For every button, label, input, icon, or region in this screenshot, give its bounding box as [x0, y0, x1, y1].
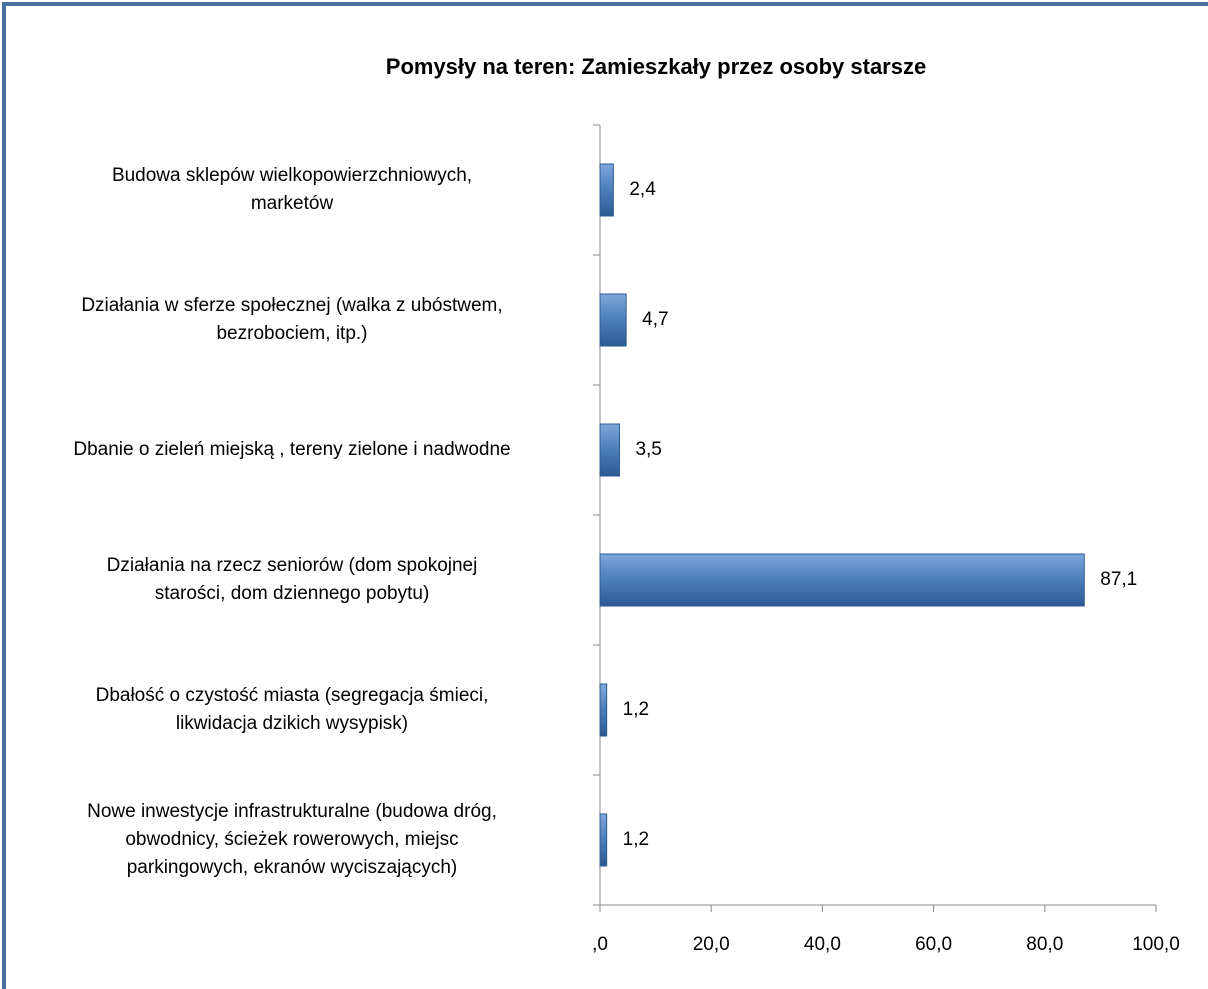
bar: [599, 813, 608, 867]
value-label: 2,4: [629, 179, 656, 200]
category-label: Dbanie o zieleń miejską , tereny zielone…: [73, 439, 511, 460]
bar: [599, 293, 627, 347]
category-label: Dbałość o czystość miasta (segregacja śm…: [95, 685, 489, 734]
bar: [599, 683, 608, 737]
x-tick-label: 100,0: [1132, 934, 1180, 955]
x-tick-label: 80,0: [1026, 934, 1063, 955]
value-label: 87,1: [1100, 569, 1137, 590]
bar: [599, 163, 614, 217]
x-tick-label: 60,0: [915, 934, 952, 955]
bar: [599, 423, 620, 477]
category-label: Budowa sklepów wielkopowierzchniowych, m…: [111, 165, 473, 214]
chart-title: Pomysły na teren: Zamieszkały przez osob…: [386, 54, 926, 79]
axes: [599, 125, 1156, 906]
value-label: 1,2: [623, 829, 649, 850]
bar: [599, 553, 1085, 607]
x-tick-label: ,0: [592, 934, 608, 955]
x-tick-label: 20,0: [693, 934, 730, 955]
category-label: Działania na rzecz seniorów (dom spokojn…: [106, 555, 478, 604]
value-label: 3,5: [635, 439, 661, 460]
value-label: 4,7: [642, 309, 668, 330]
value-label: 1,2: [623, 699, 649, 720]
category-label: Nowe inwestycje infrastrukturalne (budow…: [87, 801, 497, 878]
x-tick-label: 40,0: [804, 934, 841, 955]
category-label: Działania w sferze społecznej (walka z u…: [81, 295, 503, 344]
